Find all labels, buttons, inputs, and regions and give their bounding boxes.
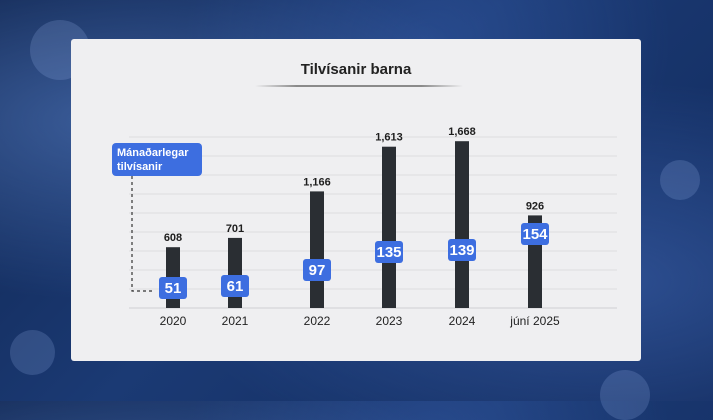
bar-2022 — [310, 191, 324, 308]
x-tick-label: 2024 — [449, 314, 476, 328]
x-tick-label: 2020 — [160, 314, 187, 328]
monthly-labels: 51 61 97 135 139 154 — [159, 223, 549, 299]
value-labels: 608 701 1,166 1,613 1,668 926 — [164, 126, 544, 244]
bar-2024 — [455, 141, 469, 308]
monthly-label: 51 — [165, 280, 182, 297]
x-tick-label: 2023 — [376, 314, 403, 328]
monthly-label-box — [375, 241, 403, 263]
bar-chart: 608 701 1,166 1,613 1,668 926 51 61 97 135 139 154… — [129, 126, 617, 328]
bar-2023 — [382, 146, 396, 308]
x-tick-label: 2021 — [222, 314, 249, 328]
monthly-label-box — [303, 259, 331, 281]
value-label: 1,166 — [303, 176, 331, 188]
title-underline — [255, 85, 463, 87]
x-axis-ticks: 2020 2021 2022 2023 2024 júní 2025 — [160, 314, 560, 328]
monthly-referrals-callout: Mánaðarlegar tilvísanir — [112, 143, 202, 176]
monthly-label: 97 — [309, 262, 326, 279]
x-tick-label: júní 2025 — [509, 314, 560, 328]
value-label: 701 — [226, 223, 244, 235]
chart-title: Tilvísanir barna — [300, 61, 412, 78]
monthly-label: 61 — [227, 278, 244, 295]
callout-line-1: Mánaðarlegar — [117, 147, 189, 159]
chart-panel: Tilvísanir barna 608 701 1,166 1,613 1,668 92… — [71, 39, 641, 361]
gridlines — [129, 136, 617, 309]
value-label: 926 — [526, 200, 544, 212]
monthly-label-box — [159, 277, 187, 299]
monthly-label: 139 — [449, 242, 474, 259]
callout-dashed-line — [131, 176, 155, 292]
bar-2021 — [228, 237, 242, 308]
monthly-label: 135 — [376, 244, 401, 261]
callout-line-2: tilvísanir — [117, 161, 163, 173]
callout-connector — [131, 176, 155, 292]
value-label: 608 — [164, 232, 182, 244]
x-tick-label: 2022 — [304, 314, 331, 328]
monthly-label: 154 — [522, 226, 548, 243]
monthly-label-box — [448, 239, 476, 261]
value-label: 1,613 — [375, 132, 403, 144]
monthly-label-box — [521, 223, 549, 245]
value-label: 1,668 — [448, 126, 476, 138]
monthly-label-box — [221, 275, 249, 297]
